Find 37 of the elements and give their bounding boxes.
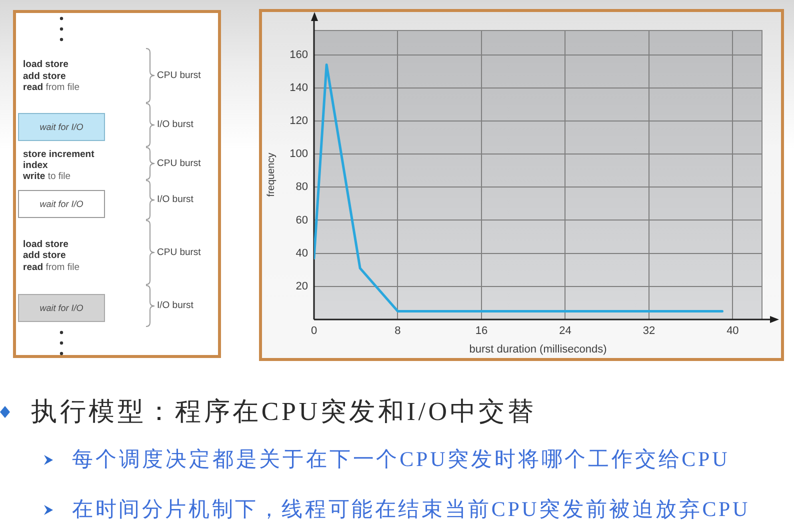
text: I/O burst: [157, 300, 194, 311]
text: 每个调度决定都是关于在下一个CPU突发时将哪个工作交给CPU: [72, 447, 730, 472]
y-tick-label: 100: [290, 148, 308, 160]
text: write to file: [23, 171, 71, 182]
text: add store: [23, 250, 66, 261]
y-tick-label: 60: [296, 214, 308, 226]
text: I/O burst: [157, 119, 194, 130]
text: 执行模型：程序在CPU突发和I/O中交替: [31, 397, 536, 426]
text: CPU burst: [157, 246, 201, 258]
x-tick-label: 32: [642, 325, 656, 338]
x-tick-label: 0: [310, 325, 318, 338]
text: load store: [23, 59, 68, 70]
x-axis-title: burst duration (milliseconds): [469, 343, 607, 356]
text: 在时间分片机制下，线程可能在结束当前CPU突发前被迫放弃CPU: [72, 497, 750, 522]
y-tick-label: 160: [290, 48, 308, 61]
text: wait for I/O: [40, 199, 84, 209]
text: I/O burst: [157, 194, 194, 205]
text: CPU burst: [157, 70, 201, 80]
x-tick-label: 40: [726, 325, 739, 338]
text: CPU burst: [157, 158, 201, 168]
y-tick-label: 80: [296, 181, 308, 194]
y-tick-label: 120: [290, 115, 308, 128]
x-tick-label: 8: [394, 325, 401, 338]
text: read from file: [23, 82, 80, 93]
y-tick-label: 140: [290, 82, 308, 94]
x-tick-label: 16: [475, 325, 488, 338]
text: wait for I/O: [40, 303, 84, 313]
y-axis-title: frequency: [266, 152, 277, 197]
x-tick-label: 24: [559, 325, 572, 338]
y-tick-label: 40: [296, 247, 308, 260]
text: wait for I/O: [40, 122, 84, 132]
text: store increment: [23, 149, 94, 160]
text: index: [23, 160, 48, 171]
y-tick-label: 20: [296, 280, 308, 292]
text: read from file: [23, 262, 80, 273]
text: add store: [23, 71, 66, 82]
text: load store: [23, 239, 68, 250]
